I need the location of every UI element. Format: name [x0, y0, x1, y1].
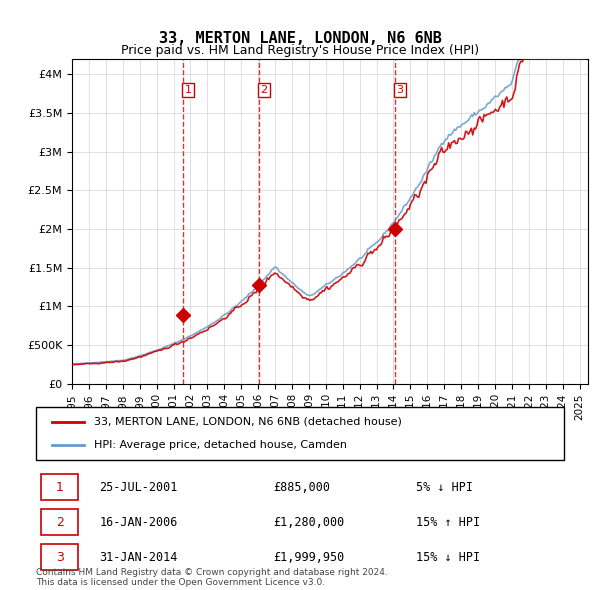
- Text: 16-JAN-2006: 16-JAN-2006: [100, 516, 178, 529]
- FancyBboxPatch shape: [41, 474, 78, 500]
- Text: £885,000: £885,000: [274, 481, 331, 494]
- Text: £1,999,950: £1,999,950: [274, 550, 345, 563]
- Text: 15% ↑ HPI: 15% ↑ HPI: [416, 516, 480, 529]
- Text: Price paid vs. HM Land Registry's House Price Index (HPI): Price paid vs. HM Land Registry's House …: [121, 44, 479, 57]
- Text: 2: 2: [56, 516, 64, 529]
- Text: 2: 2: [260, 85, 268, 95]
- Text: 33, MERTON LANE, LONDON, N6 6NB: 33, MERTON LANE, LONDON, N6 6NB: [158, 31, 442, 46]
- Text: Contains HM Land Registry data © Crown copyright and database right 2024.
This d: Contains HM Land Registry data © Crown c…: [36, 568, 388, 587]
- Text: 1: 1: [185, 85, 191, 95]
- Text: 1: 1: [56, 481, 64, 494]
- Text: 25-JUL-2001: 25-JUL-2001: [100, 481, 178, 494]
- Text: 31-JAN-2014: 31-JAN-2014: [100, 550, 178, 563]
- Text: HPI: Average price, detached house, Camden: HPI: Average price, detached house, Camd…: [94, 440, 347, 450]
- Text: 3: 3: [397, 85, 403, 95]
- Text: 5% ↓ HPI: 5% ↓ HPI: [416, 481, 473, 494]
- Text: 33, MERTON LANE, LONDON, N6 6NB (detached house): 33, MERTON LANE, LONDON, N6 6NB (detache…: [94, 417, 402, 427]
- Text: 3: 3: [56, 550, 64, 563]
- FancyBboxPatch shape: [41, 509, 78, 535]
- Text: 15% ↓ HPI: 15% ↓ HPI: [416, 550, 480, 563]
- FancyBboxPatch shape: [36, 407, 564, 460]
- Text: £1,280,000: £1,280,000: [274, 516, 345, 529]
- FancyBboxPatch shape: [41, 544, 78, 570]
